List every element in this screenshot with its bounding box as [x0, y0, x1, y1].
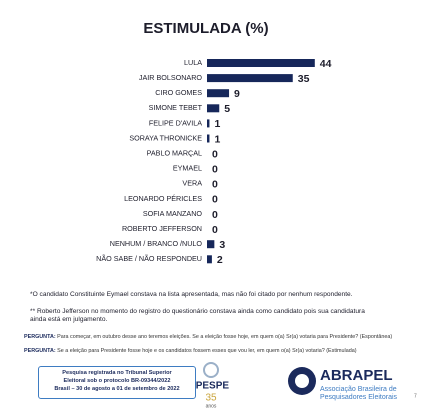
question: PERGUNTA: Se a eleição para Presidente f…	[24, 348, 394, 355]
registration-line: Pesquisa registrada no Tribunal Superior	[62, 370, 172, 376]
value-label: 44	[320, 58, 332, 70]
question: PERGUNTA: Para começar, em outubro desse…	[24, 334, 394, 341]
bar	[207, 134, 210, 143]
value-label: 5	[224, 103, 230, 115]
question-label: PERGUNTA:	[24, 348, 56, 354]
category-label: LEONARDO PÉRICLES	[124, 194, 202, 203]
value-label: 2	[217, 254, 223, 266]
value-label: 3	[219, 239, 225, 251]
value-label: 0	[212, 163, 218, 175]
bar	[207, 240, 215, 249]
note: ** Roberto Jefferson no momento do regis…	[30, 308, 365, 323]
registration-line: Eleitoral sob o protocolo BR-09344/2022	[63, 378, 171, 384]
ipespe-icon	[203, 362, 219, 378]
question-label: PERGUNTA:	[24, 334, 56, 340]
registration-box: Pesquisa registrada no Tribunal Superior…	[38, 366, 196, 399]
ipespe-years: 35	[205, 393, 217, 404]
bar	[207, 255, 212, 264]
category-label: VERA	[182, 179, 202, 188]
value-label: 0	[212, 148, 218, 160]
category-label: LULA	[184, 58, 202, 67]
value-label: 0	[212, 179, 218, 191]
abrapel-icon	[295, 374, 309, 388]
ipespe-logo: IPESPE	[195, 381, 229, 392]
chart-title: ESTIMULADA (%)	[143, 20, 268, 37]
value-label: 35	[298, 73, 310, 85]
bar	[207, 59, 315, 67]
category-label: NÃO SABE / NÃO RESPONDEU	[96, 254, 202, 263]
registration-line: Brasil – 30 de agosto a 01 de setembro d…	[54, 386, 180, 392]
question-text: Para começar, em outubro desse ano terem…	[57, 334, 393, 340]
value-label: 0	[212, 224, 218, 236]
ipespe-anos: anos	[206, 403, 217, 409]
category-label: PABLO MARÇAL	[147, 149, 202, 158]
category-label: FELIPE D'AVILA	[149, 118, 202, 127]
page-number: 7	[414, 393, 417, 399]
category-label: SOFIA MANZANO	[143, 209, 203, 218]
note: *O candidato Constituinte Eymael constav…	[30, 291, 353, 298]
abrapel-logo: ABRAPEL	[320, 367, 393, 384]
bar	[207, 119, 210, 128]
category-label: SIMONE TEBET	[149, 103, 203, 112]
abrapel-subtitle: Associação Brasileira de	[320, 386, 397, 393]
question-text: Se a eleição para Presidente fosse hoje …	[57, 348, 357, 354]
value-label: 1	[214, 133, 220, 145]
value-label: 1	[214, 118, 220, 130]
value-label: 9	[234, 88, 240, 100]
value-label: 0	[212, 194, 218, 206]
category-label: ROBERTO JEFFERSON	[122, 224, 202, 233]
logos: IPESPE 35 anos ABRAPEL Associação Brasil…	[195, 362, 417, 409]
category-label: JAIR BOLSONARO	[139, 73, 203, 82]
bar	[207, 89, 230, 98]
bar	[207, 104, 220, 113]
bar	[207, 74, 293, 83]
value-label: 0	[212, 209, 218, 221]
category-label: NENHUM / BRANCO /NULO	[110, 239, 203, 248]
category-label: EYMAEL	[173, 164, 202, 173]
category-label: CIRO GOMES	[155, 88, 202, 97]
category-label: SORAYA THRONICKE	[129, 133, 202, 142]
abrapel-subtitle: Pesquisadores Eleitorais	[320, 394, 398, 401]
